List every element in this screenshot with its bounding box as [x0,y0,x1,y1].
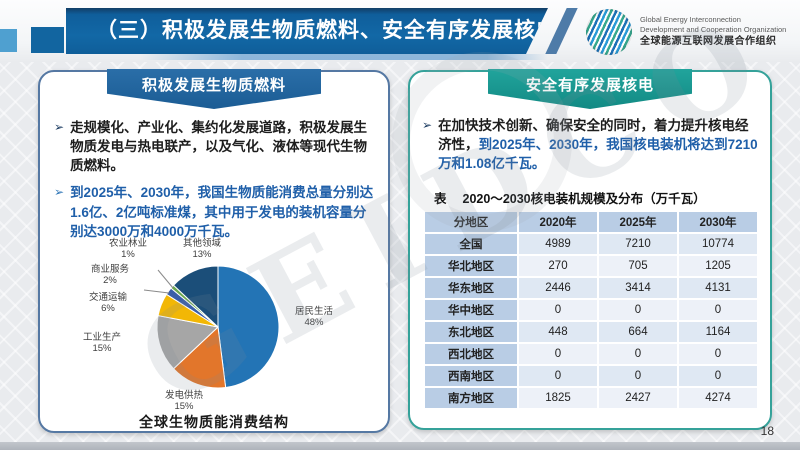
table-row: 华北地区 270 705 1205 [425,256,757,276]
biomass-pie-chart: 居民生活 48% 发电供热 15% 工业生产 15% 交通运输 6% 商业服务 … [80,238,360,422]
globe-logo-icon [586,9,632,55]
value-cell: 0 [599,300,677,320]
value-cell: 1164 [679,322,757,342]
column-header: 2030年 [679,212,757,232]
table-row: 东北地区 448 664 1164 [425,322,757,342]
value-cell: 0 [519,344,597,364]
value-cell: 448 [519,322,597,342]
column-header: 2020年 [519,212,597,232]
table-row: 华中地区 0 0 0 [425,300,757,320]
value-cell: 664 [599,322,677,342]
region-cell: 东北地区 [425,322,517,342]
value-cell: 2446 [519,278,597,298]
nuclear-table-body: 全国 4989 7210 10774 华北地区 270 705 1205 华东地区 2446 341… [425,234,757,408]
pie-label-industry: 工业生产 15% [82,332,121,355]
leader-line-commerce [143,289,170,294]
pie-label-other: 其他领域 13% [182,238,221,261]
value-cell: 0 [519,366,597,386]
nuclear-table-header-row: 分地区 2020年 2025年 2030年 [425,212,757,232]
biomass-bullet-2: ➢ 到2025年、2030年，我国生物质能消费总量分别达1.6亿、2亿吨标准煤，… [54,183,376,240]
value-cell: 0 [599,366,677,386]
value-cell: 3414 [599,278,677,298]
nuclear-capacity-table: 分地区 2020年 2025年 2030年 全国 4989 7210 10774 华北地区 27… [423,210,759,410]
bottom-strip [0,442,800,450]
value-cell: 4274 [679,388,757,408]
bullet-text: 走规模化、产业化、集约化发展道路，积极发展生物质发电与热电联产，以及气化、液体等… [70,120,368,174]
decor-square-light [0,29,17,52]
value-cell: 10774 [679,234,757,254]
value-cell: 0 [519,300,597,320]
table-row: 西南地区 0 0 0 [425,366,757,386]
slide-title: （三）积极发展生物质燃料、安全有序发展核电 [66,8,548,54]
column-header: 2025年 [599,212,677,232]
value-cell: 0 [599,344,677,364]
logo-text: Global Energy Interconnection Developmen… [640,15,786,48]
table-title: 表 2020～2030核电装机规模及分布（万千瓦） [434,188,706,207]
bullet-text: 到2025年、2030年，我国生物质能消费总量分别达1.6亿、2亿吨标准煤，其中… [70,185,374,239]
value-cell: 0 [679,300,757,320]
value-cell: 4989 [519,234,597,254]
value-cell: 705 [599,256,677,276]
value-cell: 1205 [679,256,757,276]
nuclear-panel: 安全有序发展核电 ➢ 在加快技术创新、确保安全的同时，着力提升核电经济性，到20… [408,69,772,430]
pie-slice [172,265,219,329]
region-cell: 全国 [425,234,517,254]
region-cell: 西南地区 [425,366,517,386]
organization-logo: Global Energy Interconnection Developmen… [586,9,786,55]
pie-slices [156,265,280,389]
value-cell: 0 [679,344,757,364]
pie-label-transport: 交通运输 6% [88,292,127,315]
value-cell: 4131 [679,278,757,298]
bullet-text-dark: 在加快技术创新、确保安全的同时，着力提升核电经济性， [438,118,749,153]
bullet-arrow-icon: ➢ [54,185,65,200]
region-cell: 华北地区 [425,256,517,276]
pie-slice [172,325,227,389]
pie-label-residential: 居民生活 48% [294,306,333,329]
value-cell: 270 [519,256,597,276]
bullet-text: 在加快技术创新、确保安全的同时，着力提升核电经济性，到2025年、2030年，我… [438,116,760,173]
pie-slice [217,265,280,389]
biomass-bullet-1: ➢ 走规模化、产业化、集约化发展道路，积极发展生物质发电与热电联产，以及气化、液… [54,118,376,175]
leader-line-agriculture [157,269,174,289]
value-cell: 2427 [599,388,677,408]
table-row: 全国 4989 7210 10774 [425,234,757,254]
page-number: 18 [760,424,774,438]
value-cell: 0 [679,366,757,386]
table-title-text: 2020～2030核电装机规模及分布（万千瓦） [462,192,706,206]
nuclear-panel-title: 安全有序发展核电 [488,69,692,109]
region-cell: 南方地区 [425,388,517,408]
biomass-panel-title: 积极发展生物质燃料 [107,69,321,109]
biomass-panel: 积极发展生物质燃料 ➢ 走规模化、产业化、集约化发展道路，积极发展生物质发电与热… [38,69,390,433]
table-row: 华东地区 2446 3414 4131 [425,278,757,298]
logo-name-cn: 全球能源互联网发展合作组织 [640,36,777,48]
bullet-text-blue: 到2025年、2030年，我国核电装机将达到7210万和1.08亿千瓦。 [438,137,758,172]
table-title-label: 表 [434,192,447,206]
pie-slice [156,314,220,370]
nuclear-bullet: ➢ 在加快技术创新、确保安全的同时，着力提升核电经济性，到2025年、2030年… [422,116,760,173]
pie-label-agriculture: 农业林业 1% [108,238,147,261]
bullet-arrow-icon: ➢ [54,120,65,134]
pie-label-commerce: 商业服务 2% [90,264,129,287]
value-cell: 1825 [519,388,597,408]
table-row: 西北地区 0 0 0 [425,344,757,364]
pie-chart-svg [143,265,280,389]
region-cell: 华中地区 [425,300,517,320]
pie-label-power-heat: 发电供热 15% [164,390,203,413]
region-cell: 华东地区 [425,278,517,298]
table-row: 南方地区 1825 2427 4274 [425,388,757,408]
logo-name-en-line2: Development and Cooperation Organization [640,24,787,34]
bullet-arrow-icon: ➢ [422,118,433,132]
header-understrip [140,54,548,60]
logo-name-en-line1: Global Energy Interconnection [640,15,741,25]
region-cell: 西北地区 [425,344,517,364]
value-cell: 7210 [599,234,677,254]
decor-square-dark [31,27,64,53]
biomass-bullets: ➢ 走规模化、产业化、集约化发展道路，积极发展生物质发电与热电联产，以及气化、液… [54,118,376,249]
column-header: 分地区 [425,212,517,232]
pie-chart-caption: 全球生物质能消费结构 [139,414,289,430]
